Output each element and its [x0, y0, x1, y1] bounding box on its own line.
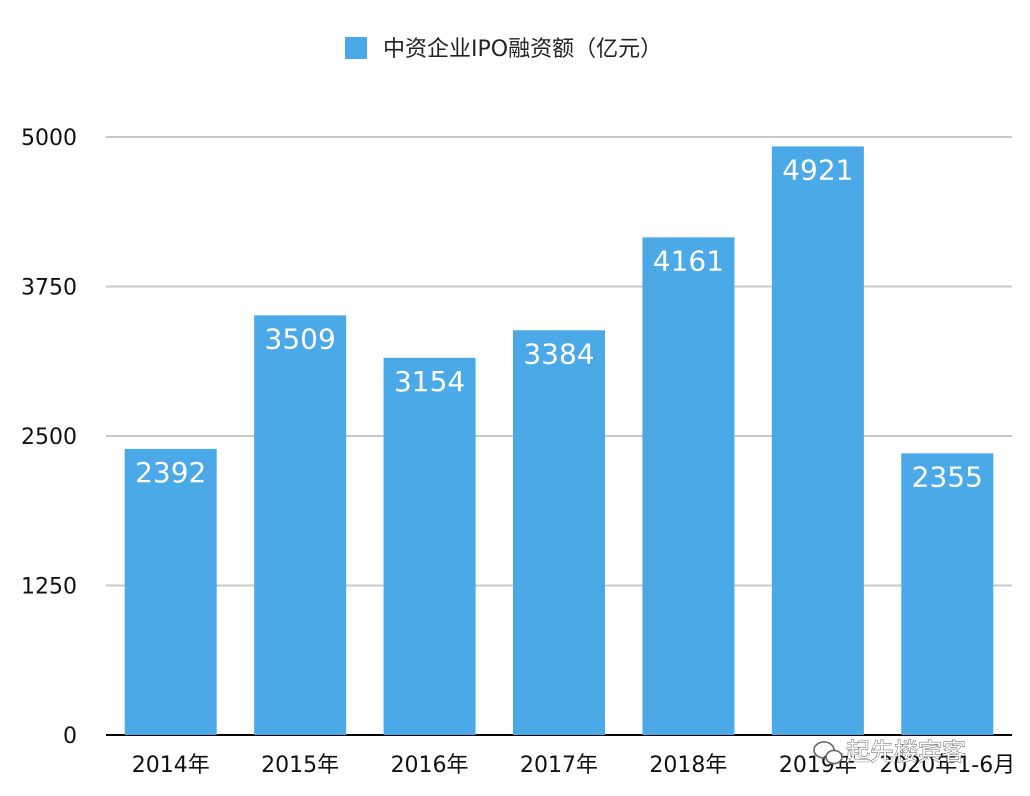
- data-label: 3154: [394, 365, 465, 398]
- y-tick-label: 0: [63, 724, 77, 749]
- x-tick-label: 2020年1-6月: [879, 753, 1015, 778]
- x-tick-label: 2014年: [132, 753, 210, 778]
- y-axis-tick-labels: 0 1250 2500 3750 5000: [21, 126, 77, 749]
- y-tick-label: 2500: [21, 425, 77, 450]
- bar: [254, 315, 347, 735]
- bar: [383, 357, 476, 735]
- legend-label: 中资企业IPO融资额（亿元）: [383, 37, 662, 62]
- data-label: 2355: [912, 460, 983, 493]
- legend-swatch: [345, 37, 367, 59]
- y-tick-label: 3750: [21, 276, 77, 301]
- data-label: 3384: [523, 337, 594, 370]
- bar: [771, 146, 864, 736]
- x-axis-tick-labels: 2014年 2015年 2016年 2017年 2018年 2019年 2020年1-6月: [132, 753, 1016, 778]
- x-tick-label: 2018年: [649, 753, 727, 778]
- y-tick-label: 1250: [21, 575, 77, 600]
- data-label: 2392: [135, 456, 206, 489]
- bar: [901, 453, 994, 735]
- data-label: 4921: [782, 153, 853, 186]
- data-label: 3509: [265, 322, 336, 355]
- wechat-icon: [813, 741, 843, 765]
- watermark: 起先楼宾客: [813, 738, 966, 766]
- legend: 中资企业IPO融资额（亿元）: [345, 37, 662, 62]
- x-tick-label: 2016年: [391, 753, 469, 778]
- data-labels: 2392 3509 3154 3384 4161 4921 2355: [135, 153, 983, 493]
- bar: [642, 237, 735, 735]
- y-tick-label: 5000: [21, 126, 77, 151]
- bar: [124, 448, 217, 735]
- x-tick-label: 2015年: [261, 753, 339, 778]
- x-tick-label: 2017年: [520, 753, 598, 778]
- data-label: 4161: [653, 244, 724, 277]
- bar: [513, 330, 605, 735]
- watermark-text: 起先楼宾客: [846, 738, 966, 766]
- bars: [124, 146, 994, 736]
